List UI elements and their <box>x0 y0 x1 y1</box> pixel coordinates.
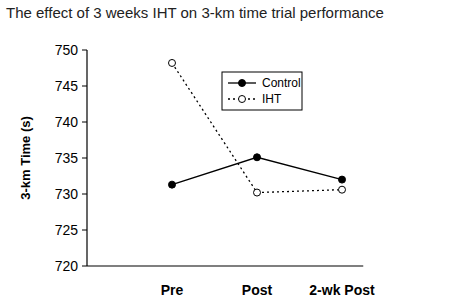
y-tick <box>82 194 87 195</box>
legend-label: Control <box>262 76 301 90</box>
y-tick <box>82 86 87 87</box>
y-tick-label: 720 <box>55 258 79 274</box>
x-axis <box>87 265 363 266</box>
chart-svg: The effect of 3 weeks IHT on 3-km time t… <box>0 0 450 305</box>
legend-box <box>222 72 302 110</box>
data-point <box>169 181 176 188</box>
y-tick <box>82 122 87 123</box>
title: The effect of 3 weeks IHT on 3-km time t… <box>6 4 384 21</box>
legend-marker <box>239 80 246 87</box>
data-point <box>254 154 261 161</box>
x-tick-label: 2-wk Post <box>309 282 375 298</box>
chart: The effect of 3 weeks IHT on 3-km time t… <box>0 0 450 305</box>
plot-area <box>169 59 346 196</box>
data-point <box>169 59 176 66</box>
legend: Control IHT <box>222 72 302 110</box>
y-tick <box>82 50 87 51</box>
legend-marker <box>239 96 246 103</box>
y-axis-label: 3-km Time (s) <box>18 116 33 200</box>
y-tick-label: 740 <box>55 114 79 130</box>
y-tick <box>82 158 87 159</box>
legend-label: IHT <box>262 92 282 106</box>
y-tick-label: 750 <box>55 42 79 58</box>
series-line <box>172 63 342 193</box>
series-line <box>172 157 342 184</box>
x-tick-label: Post <box>242 282 273 298</box>
data-point <box>339 186 346 193</box>
y-tick <box>82 266 87 267</box>
y-tick <box>82 230 87 231</box>
data-point <box>254 189 261 196</box>
y-tick-label: 725 <box>55 222 79 238</box>
data-point <box>339 176 346 183</box>
y-tick-label: 745 <box>55 78 79 94</box>
y-tick-label: 735 <box>55 150 79 166</box>
y-tick-label: 730 <box>55 186 79 202</box>
x-tick-label: Pre <box>161 282 184 298</box>
